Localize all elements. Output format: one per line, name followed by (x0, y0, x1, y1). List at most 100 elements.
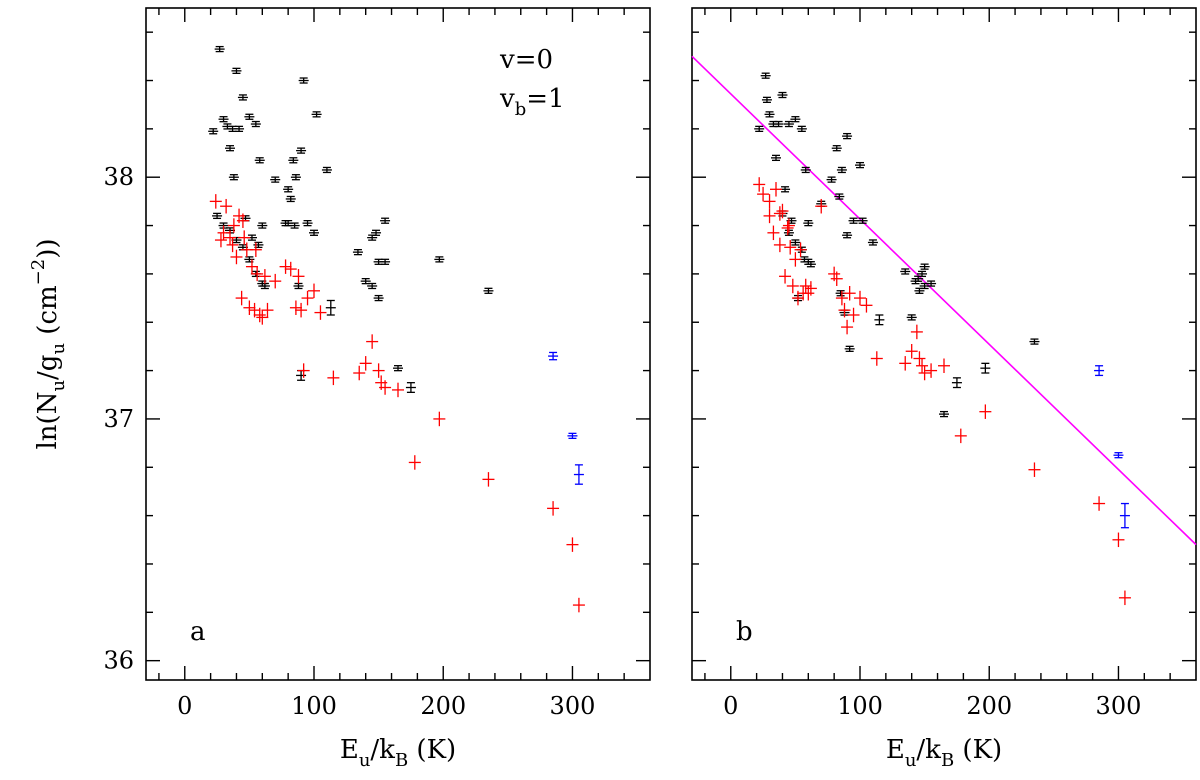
red-point (815, 198, 828, 214)
black-point (777, 91, 788, 99)
red-point (757, 186, 770, 202)
black-point (321, 166, 332, 174)
panel-b-ticks: 0 100 200 300 (692, 8, 1196, 720)
panel-a-points (208, 45, 585, 613)
black-point (771, 154, 781, 162)
red-point (308, 283, 320, 299)
black-point (325, 299, 336, 316)
xlabel-a-end: (K) (408, 735, 456, 765)
panel-a-ticks: 0 100 200 300 36 37 38 (103, 8, 650, 720)
legend-vb: vb=1 (499, 84, 565, 120)
red-point (979, 404, 992, 419)
red-point (297, 363, 310, 378)
ylabel-sub1: u (48, 380, 69, 392)
x-axis-label-a: Eu/kB (K) (340, 735, 456, 771)
red-point (243, 300, 256, 315)
red-point (899, 356, 912, 371)
red-point (794, 242, 807, 257)
red-point (284, 261, 297, 277)
panel-a-label: a (190, 617, 206, 647)
black-point (796, 125, 807, 133)
red-point (1112, 532, 1125, 548)
red-point (763, 194, 776, 209)
red-point (1028, 462, 1041, 477)
red-point (327, 370, 340, 386)
red-point (954, 428, 967, 444)
xlabel-b-sub2: B (941, 750, 954, 771)
black-point (906, 314, 917, 321)
ylabel-mid: /g (33, 355, 63, 380)
red-point (217, 225, 230, 241)
x-axis-label-b: Eu/kB (K) (886, 735, 1002, 771)
black-point (367, 234, 378, 241)
red-point (289, 300, 302, 315)
black-point (835, 290, 846, 297)
black-point (218, 116, 229, 123)
black-point (405, 382, 416, 393)
red-point (870, 351, 883, 366)
red-point (753, 177, 766, 192)
x-tick-label: 200 (966, 692, 1012, 720)
ylabel-end: (cm (33, 285, 63, 343)
black-point (257, 222, 268, 229)
red-point (214, 232, 227, 248)
x-tick-label: 100 (837, 692, 883, 720)
panel-b: 0 100 200 300 b (691, 7, 1197, 720)
black-point (836, 166, 847, 174)
red-point (854, 290, 866, 306)
ylabel-sub2: u (48, 343, 69, 355)
red-point (770, 182, 782, 197)
black-point (214, 45, 225, 53)
red-point (925, 363, 938, 378)
black-point (803, 258, 814, 265)
red-point (841, 319, 854, 335)
legend-vb-main: v (499, 84, 515, 114)
red-point (256, 310, 269, 325)
red-point (547, 501, 560, 516)
red-point (1093, 496, 1106, 511)
black-point (290, 174, 301, 181)
ylabel-main: ln(N (33, 392, 63, 450)
black-point (257, 280, 268, 287)
red-point (314, 305, 327, 320)
red-point (913, 351, 926, 366)
red-point (292, 269, 305, 284)
ylabel-close: )) (33, 238, 63, 258)
panel-a: 0 100 200 300 36 37 38 a v=0 vb=1 (103, 7, 651, 720)
black-point (237, 94, 248, 101)
black-point (855, 161, 865, 169)
black-point (831, 145, 842, 152)
black-point (240, 215, 251, 222)
black-point (208, 128, 219, 135)
red-point (238, 230, 251, 245)
black-point (289, 222, 300, 229)
red-point (269, 273, 282, 289)
red-point (227, 218, 240, 233)
black-point (288, 157, 299, 164)
red-point (835, 290, 848, 306)
ylabel-sup: −2 (28, 259, 49, 286)
red-point (779, 269, 792, 284)
red-point (372, 363, 385, 378)
black-point (367, 282, 378, 290)
black-point (980, 362, 991, 374)
black-point (803, 219, 814, 227)
red-point (789, 252, 802, 267)
x-tick-label: 300 (1096, 692, 1142, 720)
black-point (874, 314, 885, 326)
black-point (293, 282, 304, 290)
black-point (285, 195, 296, 203)
red-point (918, 365, 931, 381)
black-point (761, 96, 772, 104)
red-point (408, 455, 421, 470)
xlabel-b-sub1: u (905, 750, 917, 771)
black-point (783, 120, 794, 128)
red-point (773, 237, 786, 253)
red-point (353, 365, 366, 381)
black-point (760, 72, 771, 79)
red-point (482, 472, 495, 487)
red-point (763, 208, 776, 224)
black-point (296, 369, 307, 381)
black-point (826, 176, 837, 183)
black-point (302, 219, 313, 227)
